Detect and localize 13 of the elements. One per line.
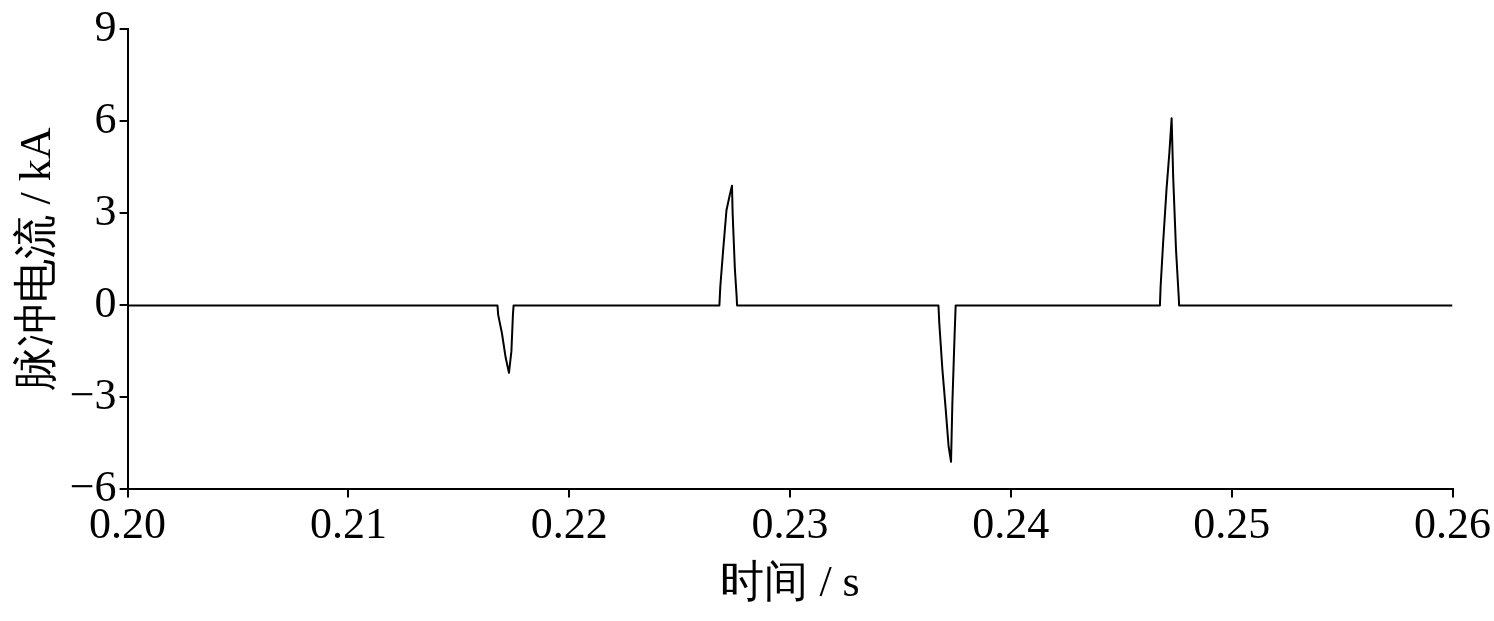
y-tick-label: 3 (94, 185, 117, 235)
y-tick-label: 0 (94, 277, 117, 327)
y-tick-label: 9 (94, 1, 117, 51)
x-tick-label: 0.25 (1193, 499, 1271, 549)
x-tick-label: 0.22 (530, 499, 608, 549)
y-tick-label: −3 (69, 369, 117, 419)
x-tick-label: 0.21 (309, 499, 387, 549)
y-tick-label: 6 (94, 93, 117, 143)
x-tick-label: 0.26 (1414, 499, 1491, 549)
x-tick-label: 0.24 (972, 499, 1050, 549)
x-axis-title: 时间 / s (720, 557, 860, 607)
y-axis-title: 脉冲电流 / kA (10, 127, 60, 392)
x-tick-label: 0.23 (751, 499, 829, 549)
